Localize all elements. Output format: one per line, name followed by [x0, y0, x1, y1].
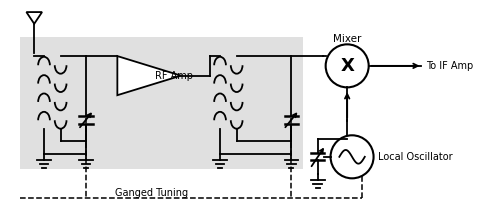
Text: Local Oscillator: Local Oscillator [378, 152, 453, 162]
Text: Ganged Tuning: Ganged Tuning [115, 188, 188, 198]
Circle shape [331, 135, 374, 178]
Polygon shape [117, 56, 181, 95]
Text: Mixer: Mixer [333, 35, 362, 45]
Text: X: X [340, 57, 354, 75]
Circle shape [326, 44, 369, 87]
Text: To IF Amp: To IF Amp [427, 61, 474, 71]
Bar [20, 37, 303, 168]
Text: RF Amp: RF Amp [155, 71, 193, 81]
